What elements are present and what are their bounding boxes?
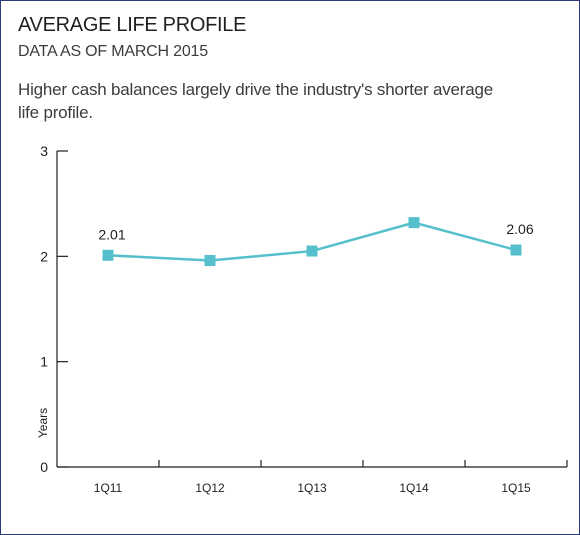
- y-tick-label: 1: [40, 354, 48, 370]
- data-point: [510, 244, 522, 256]
- data-label: 2.01: [98, 226, 125, 242]
- x-tick-label: 1Q11: [94, 481, 123, 495]
- data-point: [204, 255, 216, 267]
- y-tick-label: 2: [40, 248, 48, 264]
- y-tick-label: 3: [40, 143, 48, 159]
- x-tick-label: 1Q15: [501, 481, 531, 495]
- data-point: [306, 245, 318, 257]
- data-label: 2.06: [506, 221, 533, 237]
- chart-title: AVERAGE LIFE PROFILE: [18, 14, 247, 36]
- data-point: [408, 217, 420, 229]
- data-point: [102, 249, 114, 261]
- y-axis-title: Years: [36, 408, 50, 438]
- x-tick-label: 1Q14: [399, 481, 429, 495]
- x-tick-label: 1Q12: [195, 481, 225, 495]
- x-tick-label: 1Q13: [297, 481, 327, 495]
- chart-caption: Higher cash balances largely drive the i…: [18, 80, 493, 122]
- y-tick-label: 0: [40, 459, 48, 475]
- chart-subtitle: DATA AS OF MARCH 2015: [18, 43, 208, 60]
